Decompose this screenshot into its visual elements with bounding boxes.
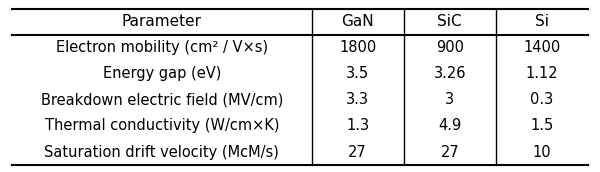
Text: 4.9: 4.9 (438, 119, 461, 133)
Text: GaN: GaN (341, 14, 374, 29)
Text: 0.3: 0.3 (530, 92, 554, 107)
Text: 27: 27 (348, 145, 367, 160)
Text: Si: Si (535, 14, 549, 29)
Text: Saturation drift velocity (McM/s): Saturation drift velocity (McM/s) (44, 145, 279, 160)
Text: 1800: 1800 (339, 40, 376, 55)
Text: 1.5: 1.5 (530, 119, 554, 133)
Text: 3.26: 3.26 (434, 66, 466, 81)
Text: Electron mobility (cm² / V×s): Electron mobility (cm² / V×s) (56, 40, 268, 55)
Text: 10: 10 (533, 145, 551, 160)
Text: 3: 3 (445, 92, 454, 107)
Text: 1.3: 1.3 (346, 119, 369, 133)
Text: 900: 900 (436, 40, 464, 55)
Text: 3.5: 3.5 (346, 66, 369, 81)
Text: Breakdown electric field (MV/cm): Breakdown electric field (MV/cm) (41, 92, 283, 107)
Text: Parameter: Parameter (122, 14, 202, 29)
Text: 27: 27 (440, 145, 459, 160)
Text: 3.3: 3.3 (346, 92, 369, 107)
Text: SiC: SiC (437, 14, 462, 29)
Text: Thermal conductivity (W/cm×K): Thermal conductivity (W/cm×K) (44, 119, 279, 133)
Text: Energy gap (eV): Energy gap (eV) (103, 66, 221, 81)
Text: 1.12: 1.12 (526, 66, 558, 81)
Text: 1400: 1400 (523, 40, 560, 55)
